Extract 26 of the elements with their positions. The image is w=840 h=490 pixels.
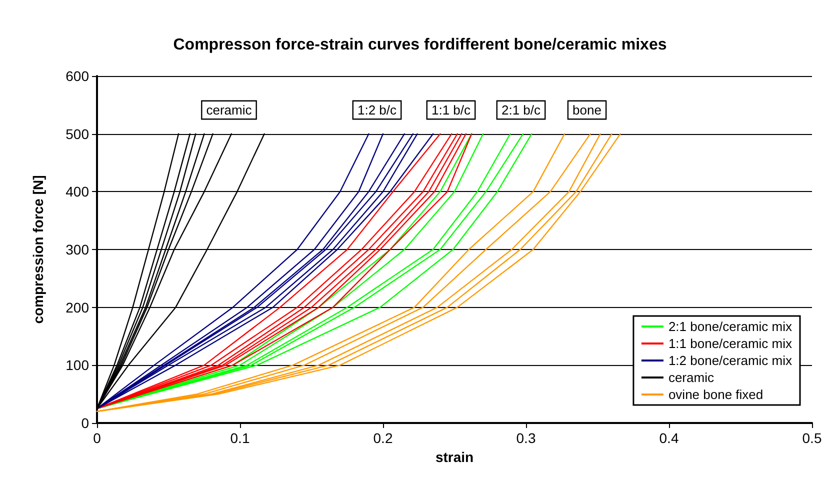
y-tick-label: 0 xyxy=(81,415,90,431)
x-tick-label: 0 xyxy=(93,430,102,446)
x-tick-label: 0.3 xyxy=(516,430,536,446)
annotation: 1:2 b/c xyxy=(357,102,398,118)
x-tick-label: 0.1 xyxy=(230,430,250,446)
legend-label: 1:1 bone/ceramic mix xyxy=(668,336,792,351)
legend-label: 2:1 bone/ceramic mix xyxy=(668,319,792,334)
y-tick-label: 600 xyxy=(66,68,90,84)
annotation: ceramic xyxy=(206,102,252,118)
x-tick-label: 0.4 xyxy=(659,430,679,446)
y-tick-label: 100 xyxy=(66,357,90,374)
legend-label: 1:2 bone/ceramic mix xyxy=(668,353,792,368)
legend-label: ceramic xyxy=(668,370,714,385)
x-axis-title: strain xyxy=(435,448,474,465)
annotation: 2:1 b/c xyxy=(501,102,542,118)
y-axis-title: compression force [N] xyxy=(30,175,46,324)
chart-title: Compresson force-strain curves fordifferent bone/ceramic mixes xyxy=(173,36,667,54)
y-tick-label: 400 xyxy=(66,184,90,200)
y-tick-label: 300 xyxy=(66,242,90,258)
legend-label: ovine bone fixed xyxy=(668,387,764,402)
x-tick-label: 0.5 xyxy=(802,430,822,446)
y-tick-label: 500 xyxy=(66,126,90,142)
x-tick-label: 0.2 xyxy=(373,430,393,446)
y-tick-label: 200 xyxy=(66,299,90,316)
annotation: bone xyxy=(572,102,602,118)
annotation: 1:1 b/c xyxy=(431,102,472,118)
